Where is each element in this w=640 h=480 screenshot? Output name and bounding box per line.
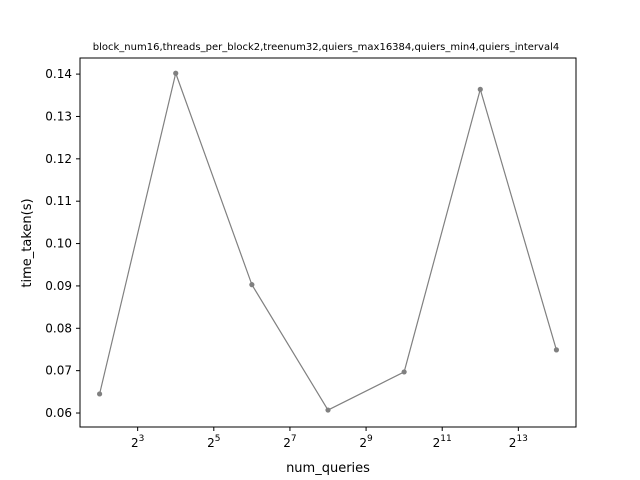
y-tick-label: 0.10	[45, 237, 72, 251]
y-tick-label: 0.06	[45, 406, 72, 420]
x-tick-label: 25	[207, 434, 220, 450]
y-tick-label: 0.07	[45, 364, 72, 378]
x-tick-label: 27	[283, 434, 296, 450]
x-tick-label: 29	[359, 434, 373, 450]
x-axis-label: num_queries	[286, 461, 370, 476]
data-point	[553, 347, 560, 353]
y-tick-label: 0.12	[45, 152, 72, 166]
y-tick-label: 0.13	[45, 109, 72, 123]
x-tick-label: 23	[131, 434, 144, 450]
data-point	[96, 391, 103, 397]
y-tick-label: 0.14	[45, 67, 72, 81]
y-axis-ticks: 0.06 0.07 0.08 0.09 0.10 0.11 0.12 0.13 0.14	[45, 67, 80, 420]
y-tick-label: 0.08	[45, 321, 72, 335]
y-tick-label: 0.11	[45, 194, 72, 208]
data-point	[249, 282, 255, 288]
plot-area	[79, 57, 577, 428]
chart-title: block_num16,threads_per_block2,treenum32…	[93, 42, 559, 53]
y-tick-label: 0.09	[45, 279, 72, 293]
x-tick-label: 213	[509, 434, 528, 450]
data-point	[173, 70, 179, 76]
data-point	[401, 369, 407, 375]
data-point	[325, 407, 331, 413]
data-point	[477, 86, 483, 92]
y-axis-label: time_taken(s)	[20, 198, 35, 287]
x-tick-label: 211	[433, 434, 452, 450]
plot-frame	[79, 57, 577, 428]
x-axis-ticks: 23 25 27 29 211 213	[131, 427, 528, 450]
